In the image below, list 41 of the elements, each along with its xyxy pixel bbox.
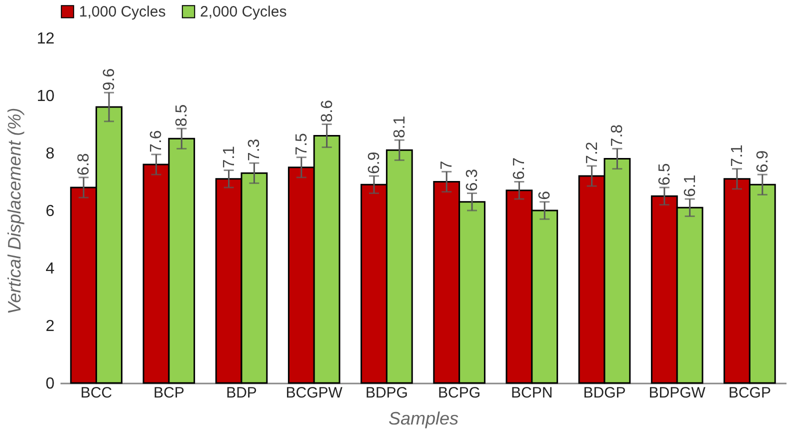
data-label: 7.5 — [293, 132, 310, 156]
y-tick-label: 2 — [46, 318, 55, 335]
x-tick-label: BCGPW — [286, 384, 344, 402]
data-label: 6.3 — [464, 168, 482, 192]
data-label: 6.5 — [656, 163, 674, 186]
y-tick-label: 6 — [46, 203, 55, 220]
data-label: 6.8 — [76, 153, 93, 176]
data-label: 6.9 — [366, 152, 383, 174]
x-tick-label: BDP — [226, 384, 257, 402]
data-label: 8.6 — [318, 100, 336, 122]
data-label: 6 — [536, 190, 554, 200]
y-tick-label: 12 — [36, 30, 55, 48]
y-tick-label: 0 — [46, 376, 55, 392]
data-label: 7.6 — [148, 130, 166, 152]
data-label: 6.1 — [682, 174, 699, 197]
data-label: 7.3 — [246, 138, 264, 162]
data-label: 9.6 — [101, 68, 118, 91]
data-label: 8.1 — [391, 116, 408, 138]
x-tick-label: BCPG — [438, 384, 481, 402]
y-tick-label: 8 — [46, 146, 55, 162]
data-label: 6.9 — [754, 150, 772, 173]
y-tick-label: 10 — [36, 88, 55, 105]
data-label: 8.5 — [174, 104, 191, 127]
data-label: 6.7 — [511, 157, 528, 180]
y-axis-title: Vertical Displacement (%) — [4, 108, 25, 314]
data-label: 7.8 — [609, 124, 626, 147]
x-tick-label: BCP — [153, 384, 184, 402]
y-tick-label: 4 — [46, 260, 55, 278]
x-axis-title: Samples — [388, 408, 459, 428]
x-tick-label: BCPN — [511, 384, 553, 402]
legend-label: 2,000 Cycles — [200, 4, 287, 21]
data-label: 7.2 — [584, 142, 601, 164]
data-label: 7.1 — [220, 146, 238, 168]
x-tick-label: BDPG — [365, 384, 408, 402]
data-label: 7 — [438, 160, 456, 170]
x-tick-label: BCGP — [728, 384, 771, 402]
data-label: 7.1 — [728, 144, 746, 167]
x-tick-label: BDGP — [583, 384, 626, 402]
legend-label: 1,000 Cycles — [79, 4, 166, 21]
x-tick-label: BDPGW — [648, 384, 706, 402]
x-tick-label: BCC — [80, 384, 112, 402]
